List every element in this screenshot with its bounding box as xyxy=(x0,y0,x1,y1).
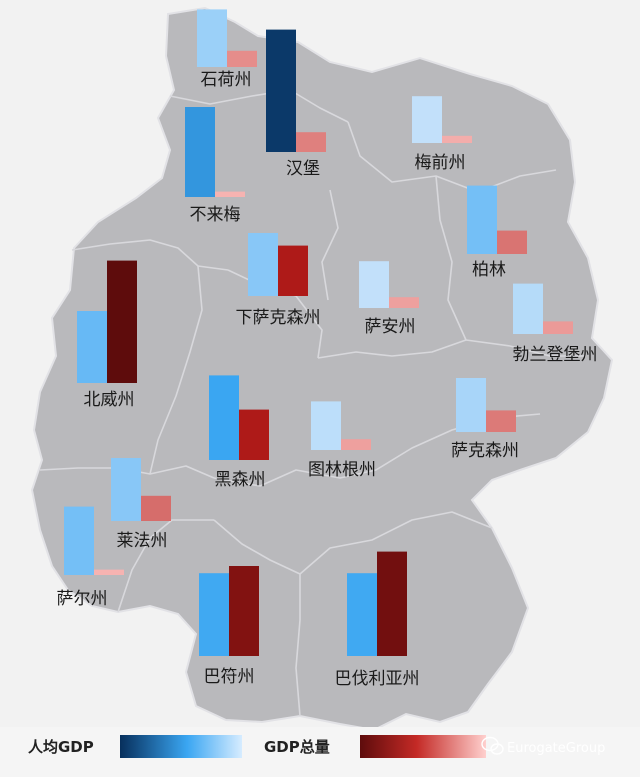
bar-total-3 xyxy=(215,191,245,197)
bar-total-12 xyxy=(141,495,171,521)
state-label-1: 汉堡 xyxy=(286,159,320,179)
bar-total-13 xyxy=(94,569,124,575)
state-label-15: 巴伐利亚州 xyxy=(335,669,420,689)
state-label-2: 梅前州 xyxy=(415,153,466,173)
bar-per-capita-7 xyxy=(513,283,543,334)
bar-total-14 xyxy=(229,566,259,656)
state-label-7: 勃兰登堡州 xyxy=(513,345,598,365)
bar-total-11 xyxy=(486,410,516,432)
bar-per-capita-13 xyxy=(64,506,94,575)
legend-total-gradient xyxy=(360,735,486,758)
bar-total-0 xyxy=(227,50,257,67)
bar-total-15 xyxy=(377,551,407,656)
wechat-icon xyxy=(481,736,504,755)
state-label-11: 萨克森州 xyxy=(451,441,519,461)
bar-total-10 xyxy=(341,439,371,450)
state-label-12: 莱法州 xyxy=(117,531,168,551)
bar-per-capita-11 xyxy=(456,378,486,432)
state-label-5: 下萨克森州 xyxy=(236,308,321,328)
state-label-9: 黑森州 xyxy=(215,470,266,490)
bar-per-capita-4 xyxy=(467,185,497,254)
state-label-0: 石荷州 xyxy=(201,70,252,90)
watermark-text: EurogateGroup xyxy=(507,741,605,756)
bar-per-capita-1 xyxy=(266,29,296,153)
bar-per-capita-5 xyxy=(248,233,278,296)
bar-per-capita-12 xyxy=(111,458,141,521)
legend-strip xyxy=(0,727,640,777)
bar-per-capita-10 xyxy=(311,401,341,450)
legend-per-capita-gradient xyxy=(120,735,242,758)
bars-layer xyxy=(64,9,573,656)
bar-total-4 xyxy=(497,230,527,254)
legend-per-capita-label: 人均GDP xyxy=(28,738,94,756)
bar-per-capita-9 xyxy=(209,375,239,460)
state-label-3: 不来梅 xyxy=(190,205,241,225)
bar-per-capita-8 xyxy=(77,311,107,383)
bar-total-5 xyxy=(278,245,308,296)
bar-total-8 xyxy=(107,260,137,383)
state-label-13: 萨尔州 xyxy=(57,589,108,609)
state-label-4: 柏林 xyxy=(472,260,506,280)
legend-total-label: GDP总量 xyxy=(264,738,330,756)
bar-per-capita-2 xyxy=(412,96,442,143)
state-label-14: 巴符州 xyxy=(204,667,255,687)
bar-per-capita-6 xyxy=(359,261,389,308)
state-label-6: 萨安州 xyxy=(365,317,416,337)
bar-per-capita-3 xyxy=(185,107,215,197)
bar-per-capita-15 xyxy=(347,573,377,656)
bar-per-capita-14 xyxy=(199,573,229,656)
bar-total-6 xyxy=(389,297,419,308)
bar-total-9 xyxy=(239,409,269,460)
bar-total-2 xyxy=(442,135,472,143)
bar-total-1 xyxy=(296,132,326,152)
bar-per-capita-0 xyxy=(197,9,227,67)
state-label-8: 北威州 xyxy=(84,390,135,410)
state-label-10: 图林根州 xyxy=(308,460,376,480)
bar-total-7 xyxy=(543,321,573,334)
